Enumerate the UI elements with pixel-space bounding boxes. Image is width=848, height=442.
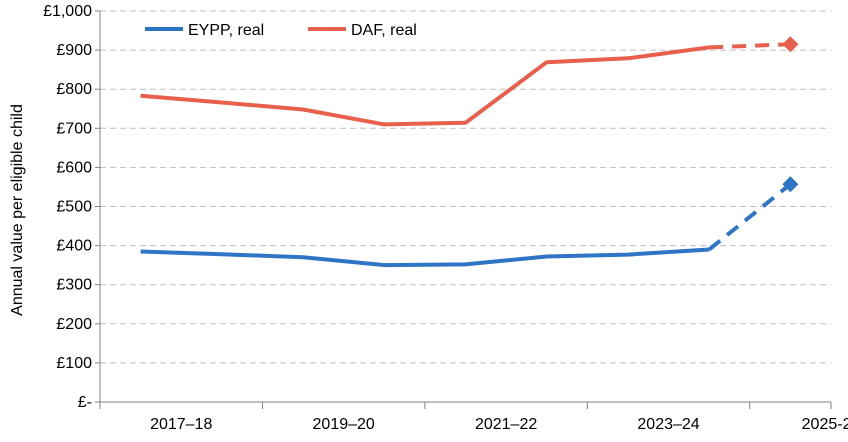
y-tick-label: £1,000 bbox=[43, 3, 92, 20]
y-tick-label: £- bbox=[78, 394, 92, 411]
series-projection-dashed bbox=[707, 182, 792, 252]
series-projection-dashed bbox=[709, 42, 791, 50]
series-marker bbox=[782, 176, 799, 193]
legend-label: EYPP, real bbox=[188, 22, 264, 39]
y-tick-label: £700 bbox=[56, 120, 92, 137]
legend-label: DAF, real bbox=[351, 22, 417, 39]
axes: £- £100 £200 £300 £400 £500 £600 £700 £800 £900 £1… bbox=[43, 3, 848, 433]
x-tick-label: 2023–24 bbox=[637, 416, 699, 433]
gridlines bbox=[100, 10, 831, 364]
x-tick-label: 2021–22 bbox=[475, 416, 537, 433]
y-tick-label: £600 bbox=[56, 159, 92, 176]
y-tick-label: £100 bbox=[56, 355, 92, 372]
series-marker bbox=[782, 36, 799, 53]
y-tick-label: £800 bbox=[56, 81, 92, 98]
series-line bbox=[140, 45, 710, 127]
series-lines bbox=[140, 36, 799, 268]
y-axis-title: Annual value per eligible child bbox=[9, 104, 26, 316]
y-tick-label: £300 bbox=[56, 277, 92, 294]
y-tick-label: £200 bbox=[56, 316, 92, 333]
x-tick-label: 2019–20 bbox=[313, 416, 375, 433]
y-tick-label: £400 bbox=[56, 238, 92, 255]
legend: EYPP, real DAF, real bbox=[145, 22, 417, 39]
series-line bbox=[140, 247, 710, 268]
y-tick-label: £500 bbox=[56, 199, 92, 216]
x-tick-label: 2025-26 bbox=[802, 416, 848, 433]
x-tick-label: 2017–18 bbox=[150, 416, 212, 433]
y-tick-label: £900 bbox=[56, 42, 92, 59]
